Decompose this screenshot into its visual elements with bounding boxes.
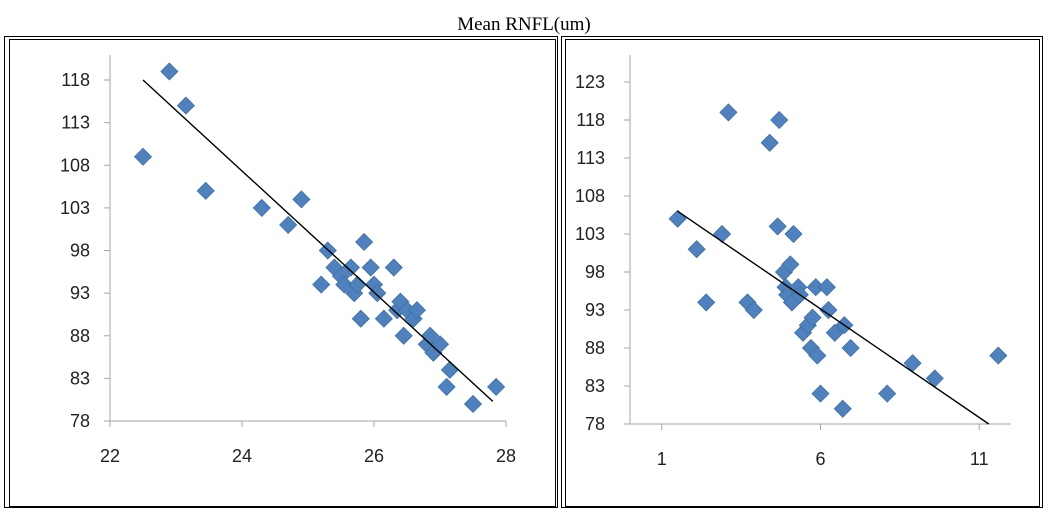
left-panel-outer-border xyxy=(4,36,558,508)
right-y-tick-label: 123 xyxy=(575,72,605,92)
left-y-tick-label: 103 xyxy=(60,198,90,218)
right-data-point xyxy=(878,384,897,403)
left-data-point xyxy=(335,275,354,294)
left-y-tick-label: 108 xyxy=(60,155,90,175)
left-data-point xyxy=(176,96,195,115)
left-data-point xyxy=(374,309,393,328)
right-data-point xyxy=(687,240,706,259)
left-data-point xyxy=(355,232,374,252)
right-data-point xyxy=(903,354,922,373)
right-y-tick-label: 83 xyxy=(585,376,605,396)
right-data-point xyxy=(668,209,687,228)
right-data-point xyxy=(697,293,716,312)
right-data-point xyxy=(781,255,800,274)
left-data-point xyxy=(341,258,360,277)
left-data-point xyxy=(394,326,413,345)
right-y-tick-label: 103 xyxy=(575,224,605,244)
right-data-point xyxy=(719,103,738,122)
right-x-tick-label: 1 xyxy=(657,449,667,469)
left-data-point xyxy=(133,147,153,166)
left-data-point xyxy=(463,394,483,414)
right-data-point xyxy=(808,346,827,365)
right-y-tick-label: 78 xyxy=(585,414,605,434)
left-y-tick-label: 83 xyxy=(70,368,90,388)
left-y-tick-label: 88 xyxy=(70,326,90,346)
right-x-tick-label: 11 xyxy=(970,449,989,469)
left-data-point xyxy=(292,190,311,209)
right-y-tick-label: 98 xyxy=(585,262,605,282)
left-x-tick-label: 26 xyxy=(364,446,384,466)
left-data-point xyxy=(160,62,179,81)
left-x-tick-label: 24 xyxy=(232,446,252,466)
right-data-point xyxy=(841,338,860,358)
left-data-point xyxy=(437,377,456,396)
left-data-point xyxy=(351,309,370,328)
left-data-point xyxy=(407,301,426,320)
left-data-point xyxy=(252,198,271,217)
right-data-point xyxy=(744,300,763,320)
left-data-point xyxy=(279,215,298,234)
right-y-tick-label: 118 xyxy=(576,110,605,130)
left-data-point xyxy=(361,258,380,277)
figure-title: Mean RNFL(um) xyxy=(457,14,591,35)
right-panel-inner-border xyxy=(565,39,1040,507)
left-data-point xyxy=(487,377,506,396)
right-data-point xyxy=(784,224,803,244)
right-y-tick-label: 113 xyxy=(576,148,605,168)
left-data-point xyxy=(312,275,331,294)
left-x-tick-label: 22 xyxy=(100,446,120,466)
right-data-point xyxy=(989,346,1008,365)
left-y-tick-label: 78 xyxy=(70,411,90,431)
right-data-point xyxy=(713,224,732,244)
right-data-point xyxy=(768,217,787,236)
left-y-tick-label: 98 xyxy=(70,241,90,261)
right-x-tick-label: 6 xyxy=(815,449,825,469)
left-data-point xyxy=(384,258,403,277)
right-data-point xyxy=(925,369,944,388)
right-trendline xyxy=(677,210,990,425)
right-y-tick-label: 88 xyxy=(585,338,605,358)
right-y-tick-label: 108 xyxy=(575,186,605,206)
left-y-tick-label: 118 xyxy=(61,70,90,90)
right-data-point xyxy=(770,110,789,130)
right-data-point xyxy=(803,308,822,327)
left-y-tick-label: 113 xyxy=(61,113,90,133)
left-data-point xyxy=(196,181,215,200)
left-panel-inner-border xyxy=(9,39,556,507)
right-y-tick-label: 93 xyxy=(585,300,605,320)
right-data-point xyxy=(760,133,779,152)
right-panel-outer-border xyxy=(561,36,1043,508)
right-data-point xyxy=(817,278,836,297)
right-data-point xyxy=(819,300,838,320)
left-x-tick-label: 28 xyxy=(496,446,516,466)
right-data-point xyxy=(833,399,852,418)
left-y-tick-label: 93 xyxy=(70,283,90,303)
right-data-point xyxy=(811,384,830,403)
left-trendline xyxy=(142,79,494,402)
